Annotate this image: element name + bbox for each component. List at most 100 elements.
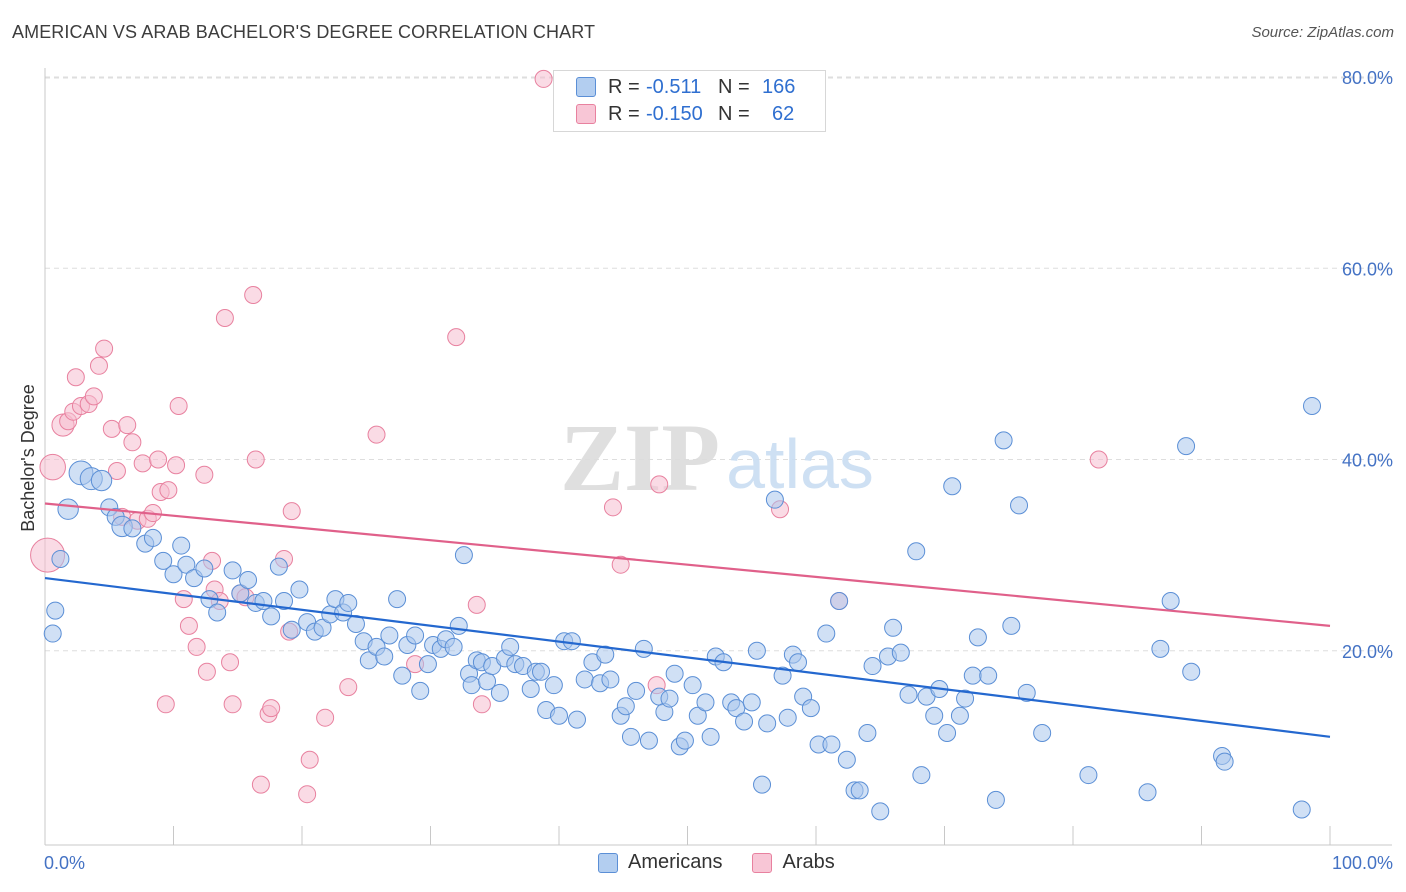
arab-point [467, 595, 486, 614]
american-point [290, 580, 309, 599]
american-point [778, 708, 797, 727]
american-point [51, 549, 70, 568]
american-point [884, 618, 903, 637]
tick-labels: 20.0% 40.0% 60.0% 80.0% 0.0% 100.0% [44, 68, 1393, 873]
source-credit: Source: ZipAtlas.com [1251, 24, 1394, 41]
american-point [393, 666, 412, 685]
arab-point [197, 662, 216, 681]
american-point [313, 618, 332, 637]
series-legend: Americans Arabs [598, 851, 865, 874]
american-point [90, 469, 113, 492]
american-point [912, 766, 931, 785]
american-point [449, 616, 468, 635]
american-point [596, 645, 615, 664]
arab-point [95, 339, 114, 358]
american-point [675, 731, 694, 750]
american-point [46, 601, 65, 620]
r-value: -0.511 [646, 75, 702, 98]
arab-point [149, 450, 168, 469]
american-point [822, 735, 841, 754]
american-point [57, 498, 79, 520]
american-point [858, 723, 877, 742]
american-point [817, 624, 836, 643]
arab-point [472, 695, 491, 714]
legend-item-americans[interactable]: Americans [598, 851, 722, 874]
american-point [254, 592, 273, 611]
american-point [154, 551, 173, 570]
american-point [994, 431, 1013, 450]
american-point [172, 536, 191, 555]
american-point [1033, 723, 1052, 742]
arab-point [107, 461, 126, 480]
american-point [1002, 616, 1021, 635]
american-point [380, 626, 399, 645]
arab-point [367, 425, 386, 444]
american-point [683, 676, 702, 695]
american-point [490, 683, 509, 702]
legend-row-americans: R = -0.511 N = 166 [576, 74, 802, 100]
american-point [501, 637, 520, 656]
arab-point [84, 387, 103, 406]
american-point [388, 590, 407, 609]
american-point [986, 790, 1005, 809]
watermark-zip: ZIP [560, 404, 720, 511]
american-point [1177, 437, 1196, 456]
american-point [418, 655, 437, 674]
american-point [701, 727, 720, 746]
n-value: 62 [772, 102, 795, 125]
legend-row-arabs: R = -0.150 N = 62 [576, 101, 812, 127]
legend-item-arabs[interactable]: Arabs [752, 851, 835, 874]
american-point [1010, 496, 1029, 515]
american-point [143, 528, 162, 547]
x-tick-label: 100.0% [1332, 853, 1393, 873]
americans-points [43, 396, 1322, 821]
r-label: R = [608, 75, 640, 98]
arab-point [123, 433, 142, 452]
x-tick-label: 0.0% [44, 853, 85, 873]
american-point [1138, 783, 1157, 802]
arab-point [447, 328, 466, 347]
arab-point [282, 502, 301, 521]
american-point [891, 643, 910, 662]
n-label: N = [718, 75, 750, 98]
arab-point [215, 308, 234, 327]
american-point [562, 632, 581, 651]
american-point [950, 706, 969, 725]
arab-point [316, 708, 335, 727]
american-point [1215, 752, 1234, 771]
american-point [801, 699, 820, 718]
arab-point [133, 454, 152, 473]
arab-point [339, 678, 358, 697]
american-point [339, 593, 358, 612]
american-point [208, 603, 227, 622]
chart-title: AMERICAN VS ARAB BACHELOR'S DEGREE CORRE… [12, 22, 596, 42]
american-point [521, 680, 540, 698]
american-point [1079, 766, 1098, 785]
american-point [979, 666, 998, 685]
american-point [621, 727, 640, 746]
american-point [639, 731, 658, 750]
arab-point [167, 456, 186, 475]
arabs-swatch [576, 104, 596, 124]
american-point [269, 557, 288, 576]
arabs-trend-line [44, 502, 1331, 627]
american-point [177, 555, 196, 574]
arab-point [174, 590, 193, 609]
american-point [963, 666, 982, 685]
american-point [275, 592, 294, 611]
arab-point [244, 286, 263, 305]
trend-lines [44, 502, 1331, 738]
american-point [532, 662, 551, 681]
american-point [899, 685, 918, 704]
american-point [758, 714, 777, 733]
american-point [195, 559, 214, 578]
arab-point [66, 368, 85, 387]
arab-point [650, 475, 669, 494]
arabs-points [30, 69, 1108, 804]
american-point [871, 802, 890, 821]
grid-lines [45, 76, 1392, 652]
r-label: R = [608, 102, 640, 125]
american-point [601, 670, 620, 689]
american-point [1017, 683, 1036, 702]
american-point [550, 706, 568, 725]
